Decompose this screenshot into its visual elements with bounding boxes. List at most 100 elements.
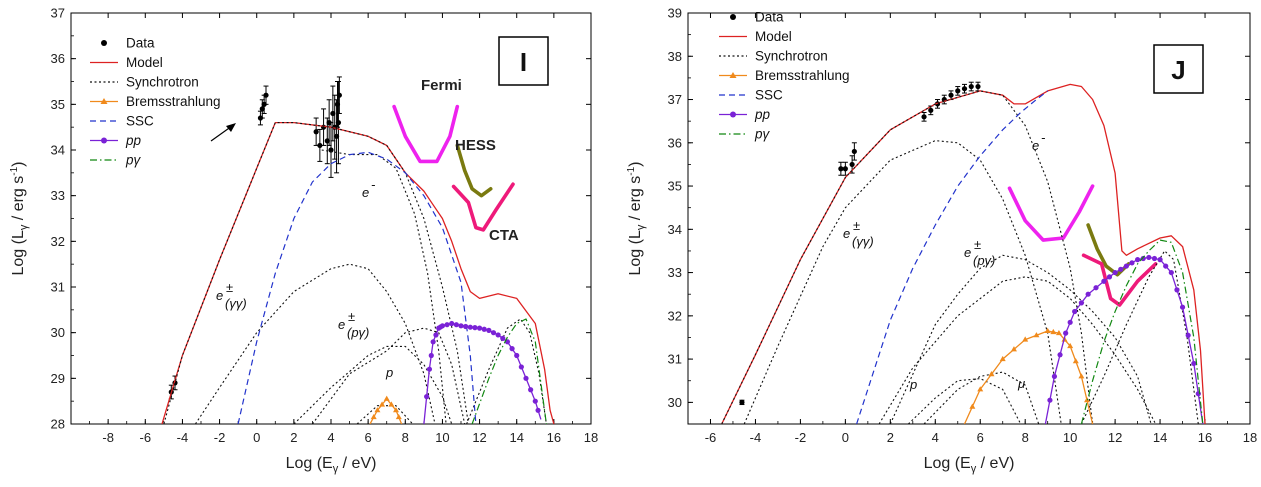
pp-marker bbox=[424, 394, 430, 400]
legend-label-model: Model bbox=[126, 55, 163, 70]
data-point bbox=[320, 124, 327, 130]
x-tick-label: 18 bbox=[1243, 430, 1257, 445]
data-point bbox=[961, 86, 968, 92]
sensitivity-curve-cta bbox=[1081, 253, 1158, 307]
annotation-e-gg-sub: (γγ) bbox=[225, 296, 247, 311]
pp-marker bbox=[1093, 285, 1099, 291]
data-point bbox=[259, 106, 265, 112]
series-line-sync bbox=[907, 378, 1022, 424]
annotation-e-pg-sub: (pγ) bbox=[347, 325, 369, 340]
data-point bbox=[948, 92, 954, 98]
series-line-ssc bbox=[237, 151, 477, 424]
pp-marker bbox=[1067, 319, 1073, 325]
data-point bbox=[739, 399, 745, 405]
annotation-e-pg-sub: (pγ) bbox=[973, 253, 995, 268]
sensitivity-curve-hess bbox=[1086, 223, 1131, 277]
pp-marker bbox=[453, 322, 459, 328]
annotation-electron: e bbox=[362, 185, 369, 200]
data-point bbox=[968, 83, 974, 90]
brems-marker bbox=[1044, 327, 1051, 333]
pp-marker bbox=[439, 323, 446, 329]
pp-marker bbox=[532, 398, 538, 404]
brems-marker bbox=[1067, 342, 1074, 349]
annotation-muon: μ bbox=[1017, 376, 1025, 391]
brems-marker bbox=[383, 395, 390, 401]
legend-label-brems: Bremsstrahlung bbox=[126, 94, 221, 109]
annotation-e-gg-sup: ± bbox=[226, 280, 233, 295]
brems-marker bbox=[388, 401, 395, 407]
y-tick-label: 35 bbox=[51, 97, 65, 112]
pp-marker bbox=[449, 320, 455, 327]
pp-marker bbox=[1168, 269, 1174, 276]
chart-panel-I: -8 -6 -4 -2 0 2 4 6 8 10 12 14 16 18 28 29 30 31 32 33 34 35 3… bbox=[9, 6, 598, 476]
series-line-sync bbox=[1080, 250, 1199, 424]
x-tick-label: -2 bbox=[214, 430, 226, 445]
pp-marker bbox=[458, 323, 464, 329]
x-tick-label: -6 bbox=[140, 430, 152, 445]
y-tick-label: 36 bbox=[668, 135, 682, 150]
data-point bbox=[955, 88, 961, 94]
pp-marker bbox=[1174, 287, 1180, 293]
pp-marker bbox=[1063, 330, 1069, 336]
pp-marker bbox=[495, 332, 501, 338]
x-tick-label: 0 bbox=[842, 430, 849, 445]
x-tick-label: -4 bbox=[177, 430, 189, 445]
pp-marker bbox=[1085, 291, 1091, 297]
pp-marker bbox=[463, 323, 469, 330]
data-point bbox=[336, 92, 342, 98]
pp-marker bbox=[428, 352, 434, 359]
data-point bbox=[928, 107, 934, 113]
y-tick-label: 32 bbox=[51, 234, 65, 249]
x-tick-label: 16 bbox=[547, 430, 561, 445]
legend-label-pp: pp bbox=[754, 107, 771, 122]
pp-marker bbox=[1157, 257, 1163, 263]
y-tick-label: 30 bbox=[668, 395, 682, 410]
y-tick-label: 32 bbox=[668, 308, 682, 323]
data-point bbox=[333, 133, 340, 139]
legend-label-pg: pγ bbox=[125, 153, 142, 168]
x-tick-label: 8 bbox=[402, 430, 409, 445]
x-tick-label: 2 bbox=[887, 430, 894, 445]
instrument-label-hess: HESS bbox=[455, 137, 496, 154]
y-tick-label: 34 bbox=[668, 222, 682, 237]
brems-marker bbox=[1033, 332, 1040, 338]
panel-label-box bbox=[1153, 44, 1204, 94]
plot-area bbox=[161, 76, 555, 424]
pp-marker bbox=[1151, 255, 1158, 262]
legend-label-data: Data bbox=[126, 36, 155, 51]
data-point bbox=[335, 120, 342, 126]
x-tick-label: 6 bbox=[977, 430, 984, 445]
pp-marker bbox=[426, 366, 433, 372]
annotation-e-gg-sup: ± bbox=[853, 218, 860, 233]
pp-marker bbox=[1163, 263, 1169, 269]
pp-marker bbox=[1140, 255, 1146, 262]
series-line-sync bbox=[743, 140, 1062, 424]
data-point bbox=[838, 166, 844, 172]
x-tick-label: -4 bbox=[750, 430, 762, 445]
pp-marker bbox=[1078, 300, 1084, 306]
pp-marker bbox=[472, 325, 478, 331]
pp-marker bbox=[1135, 257, 1141, 263]
brems-marker bbox=[988, 371, 995, 377]
y-tick-label: 34 bbox=[51, 143, 65, 158]
x-tick-label: 12 bbox=[472, 430, 486, 445]
annotation-electron-sup: - bbox=[1041, 130, 1046, 145]
x-tick-label: 4 bbox=[932, 430, 939, 445]
annotation-proton: p bbox=[385, 365, 393, 380]
y-tick-label: 33 bbox=[51, 188, 65, 203]
legend-label-brems: Bremsstrahlung bbox=[755, 68, 850, 83]
y-tick-label: 30 bbox=[51, 325, 65, 340]
series-line-model bbox=[161, 121, 555, 424]
legend-label-sync: Synchrotron bbox=[755, 49, 828, 64]
pp-marker bbox=[514, 352, 520, 359]
brems-marker bbox=[1072, 358, 1079, 364]
legend-label-pp: pp bbox=[125, 133, 142, 148]
pp-marker bbox=[1106, 274, 1113, 280]
pp-marker bbox=[1129, 260, 1135, 266]
data-point bbox=[324, 138, 330, 144]
series-line-sync bbox=[311, 327, 466, 424]
chart-panel-J: -6 -4 -2 0 2 4 6 8 10 12 14 16 18 30 31 32 33 34 35 36 37 38 3… bbox=[626, 6, 1257, 476]
plot-area bbox=[721, 81, 1206, 424]
pp-marker bbox=[1057, 352, 1063, 358]
